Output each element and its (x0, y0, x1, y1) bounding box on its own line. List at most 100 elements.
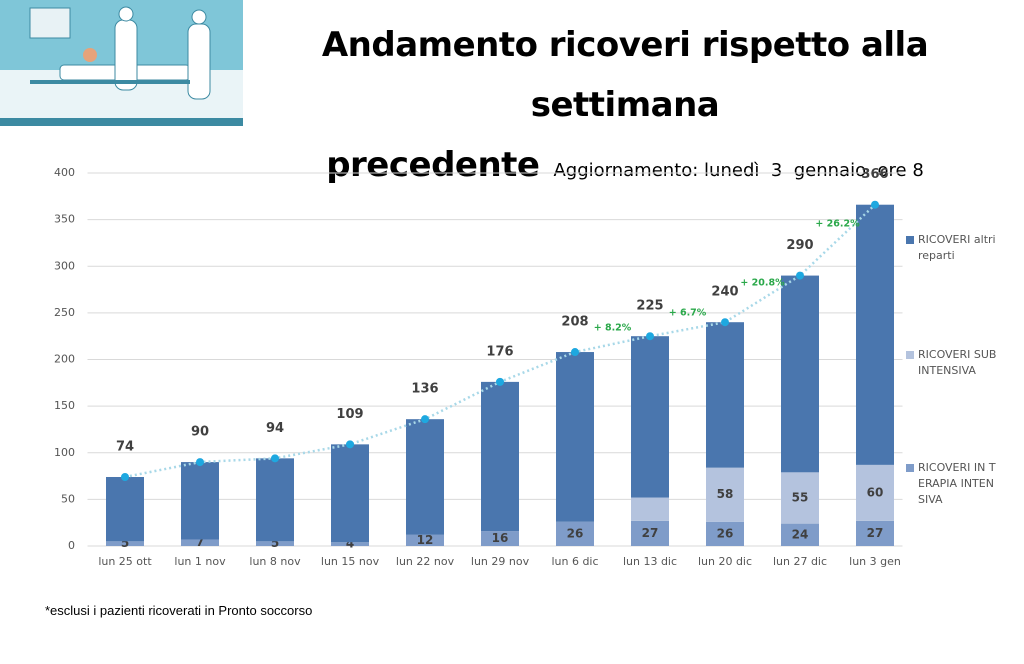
legend-label: RICOVERI altri reparti (918, 233, 996, 262)
bar-segment (856, 520, 894, 546)
total-label: 74 (116, 439, 134, 454)
x-tick-label: lun 27 dic (773, 555, 827, 568)
x-tick-label: lun 3 gen (849, 555, 901, 568)
total-label: 240 (711, 285, 738, 300)
data-label: 5 (121, 536, 129, 550)
total-label: 366 (861, 167, 888, 182)
bar-segment (706, 467, 744, 522)
bar-segment (781, 275, 819, 473)
trend-point (496, 377, 504, 386)
bar-segment (556, 352, 594, 522)
data-label: 27 (642, 526, 659, 540)
trend-point (796, 271, 804, 280)
legend-item: RICOVERI SUBINTENSIVA (906, 347, 998, 379)
data-label: 26 (717, 526, 734, 540)
data-label: 12 (417, 533, 434, 547)
bar-segment (631, 497, 669, 521)
legend-swatch (906, 464, 914, 472)
legend-label: RICOVERI SUBINTENSIVA (918, 348, 997, 377)
x-tick-label: lun 29 nov (471, 555, 530, 568)
bar-segment (106, 476, 144, 542)
total-label: 208 (561, 315, 588, 330)
x-tick-label: lun 8 nov (249, 555, 301, 568)
bar-segment (856, 464, 894, 521)
bar-segment (181, 462, 219, 540)
subtitle: Aggiornamento: lunedì 3 gennaio ore 8 (553, 160, 924, 181)
data-label: 58 (717, 487, 734, 501)
trend-point (871, 200, 879, 209)
data-label: 26 (567, 526, 584, 540)
x-tick-label: lun 20 dic (698, 555, 752, 568)
footnote: *esclusi i pazienti ricoverati in Pronto… (45, 603, 313, 618)
bar-segment (556, 521, 594, 546)
total-label: 90 (191, 425, 209, 440)
chart: 0 50 100 150 200 250 300 350 400 lun 25 ott 5 lun 1… (54, 166, 903, 568)
bar-segment (106, 541, 144, 546)
data-label: 5 (271, 536, 279, 550)
y-tick-label: 200 (54, 353, 75, 366)
bar-segment (406, 534, 444, 546)
bar-segment (706, 521, 744, 546)
data-label: 55 (792, 490, 809, 504)
y-tick-label: 400 (54, 166, 75, 179)
x-tick-label: lun 22 nov (396, 555, 455, 568)
trend-point (721, 318, 729, 327)
growth-label: + 8.2% (594, 323, 632, 334)
legend-item: RICOVERI altri reparti (906, 232, 998, 264)
total-label: 94 (266, 421, 284, 436)
y-tick-label: 300 (54, 259, 75, 272)
trend-point (121, 472, 129, 481)
legend-label: RICOVERI IN TERAPIA INTENSIVA (918, 461, 996, 506)
trend-point (571, 348, 579, 357)
x-tick-label: lun 25 ott (98, 555, 152, 568)
data-label: 27 (867, 526, 884, 540)
legend-swatch (906, 351, 914, 359)
data-label: 7 (196, 535, 204, 549)
bar-segment (331, 444, 369, 543)
bar-segment (331, 542, 369, 546)
trend-point (346, 440, 354, 449)
bar-segment (406, 419, 444, 535)
x-tick-label: lun 1 nov (174, 555, 226, 568)
x-tick-label: lun 6 dic (551, 555, 598, 568)
trend-point (196, 458, 204, 467)
y-tick-label: 350 (54, 213, 75, 226)
bar-segment (706, 322, 744, 468)
bar-segment (256, 541, 294, 546)
data-label: 16 (492, 531, 509, 545)
bar-segment (481, 531, 519, 546)
y-tick-label: 100 (54, 446, 75, 459)
y-tick-label: 250 (54, 306, 75, 319)
data-label: 24 (792, 527, 809, 541)
total-label: 176 (486, 344, 513, 359)
bar-segment (781, 472, 819, 524)
bar-segment (631, 520, 669, 546)
growth-label: + 6.7% (669, 308, 707, 319)
total-label: 225 (636, 299, 663, 314)
title: Andamento ricoveri rispetto alla settima… (321, 25, 929, 185)
data-label: 4 (346, 537, 354, 551)
total-label: 290 (786, 238, 813, 253)
bar-segment (856, 204, 894, 465)
trend-point (421, 415, 429, 424)
trend-point (271, 454, 279, 463)
growth-label: + 26.2% (815, 219, 860, 230)
y-tick-label: 150 (54, 399, 75, 412)
legend-swatch (906, 236, 914, 244)
bar-segment (481, 381, 519, 532)
trend-point (646, 332, 654, 341)
header-illustration (0, 0, 243, 126)
legend-item: RICOVERI IN TERAPIA INTENSIVA (906, 460, 998, 508)
growth-label: + 20.8% (740, 277, 785, 288)
x-tick-label: lun 13 dic (623, 555, 677, 568)
total-label: 109 (336, 407, 363, 422)
y-tick-label: 0 (68, 539, 75, 552)
title-box: Andamento ricoveri rispetto alla settima… (250, 18, 1000, 198)
bar-segment (781, 523, 819, 546)
data-label: 60 (867, 485, 884, 499)
bar-segment (181, 539, 219, 546)
x-tick-label: lun 15 nov (321, 555, 380, 568)
bar-segment (256, 458, 294, 542)
total-label: 136 (411, 382, 438, 397)
